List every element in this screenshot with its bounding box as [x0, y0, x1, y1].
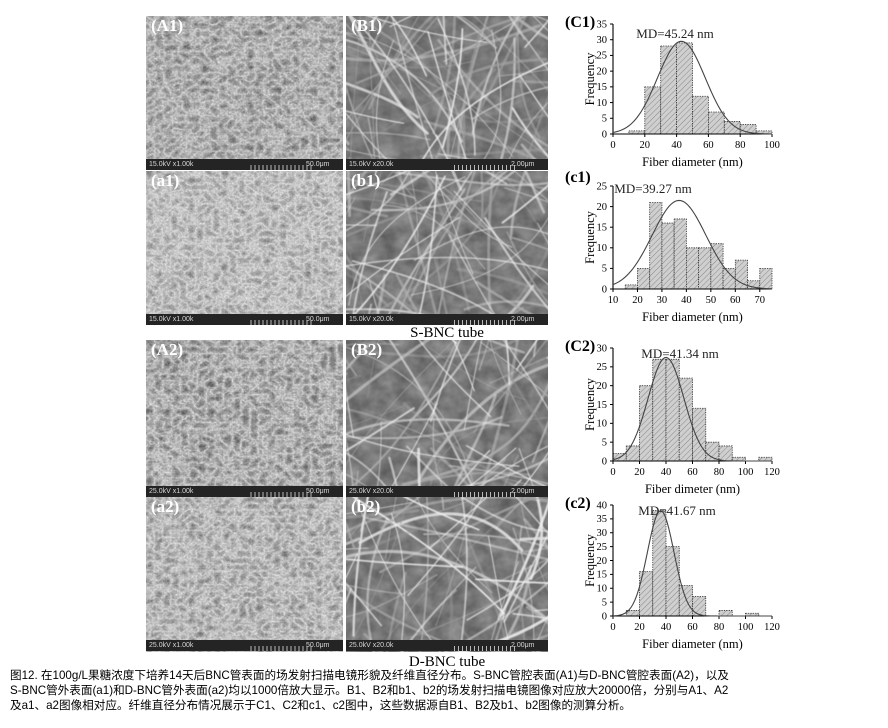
- svg-text:40: 40: [671, 140, 682, 151]
- svg-text:30: 30: [597, 35, 608, 46]
- svg-text:0: 0: [610, 467, 615, 478]
- svg-text:25: 25: [597, 362, 608, 373]
- svg-text:40: 40: [597, 500, 608, 511]
- svg-text:5: 5: [602, 114, 607, 125]
- svg-text:5: 5: [602, 597, 607, 608]
- svg-text:10: 10: [608, 295, 619, 306]
- svg-text:0: 0: [602, 611, 607, 622]
- svg-text:80: 80: [714, 622, 725, 633]
- svg-text:0: 0: [602, 456, 607, 467]
- svg-text:60: 60: [687, 622, 698, 633]
- svg-text:25: 25: [597, 51, 608, 62]
- svg-text:70: 70: [755, 295, 766, 306]
- svg-text:0: 0: [610, 140, 615, 151]
- svg-text:10: 10: [597, 243, 608, 254]
- svg-text:100: 100: [738, 467, 754, 478]
- svg-text:MD=39.27 nm: MD=39.27 nm: [614, 181, 691, 196]
- svg-text:Frequency: Frequency: [583, 52, 597, 106]
- svg-text:15: 15: [597, 400, 608, 411]
- svg-text:30: 30: [597, 343, 608, 354]
- svg-text:10: 10: [597, 584, 608, 595]
- svg-text:MD=41.67 nm: MD=41.67 nm: [638, 503, 715, 518]
- svg-text:Frequency: Frequency: [583, 533, 597, 587]
- svg-text:100: 100: [764, 140, 780, 151]
- svg-text:20: 20: [597, 556, 608, 567]
- svg-text:5: 5: [602, 264, 607, 275]
- svg-text:120: 120: [764, 467, 780, 478]
- svg-text:40: 40: [661, 467, 672, 478]
- svg-text:5: 5: [602, 437, 607, 448]
- svg-text:20: 20: [632, 295, 643, 306]
- svg-text:10: 10: [597, 98, 608, 109]
- svg-text:0: 0: [602, 284, 607, 295]
- svg-text:Fiber diameter (nm): Fiber diameter (nm): [642, 155, 743, 169]
- svg-text:0: 0: [610, 622, 615, 633]
- svg-text:15: 15: [597, 82, 608, 93]
- svg-text:100: 100: [738, 622, 754, 633]
- svg-text:Fiber diameter (nm): Fiber diameter (nm): [642, 310, 743, 324]
- svg-text:30: 30: [657, 295, 668, 306]
- svg-text:35: 35: [597, 514, 608, 525]
- svg-text:Fiber dimeter (nm): Fiber dimeter (nm): [645, 482, 740, 496]
- svg-text:10: 10: [597, 419, 608, 430]
- svg-text:50: 50: [706, 295, 717, 306]
- svg-text:35: 35: [597, 19, 608, 30]
- svg-text:MD=45.24 nm: MD=45.24 nm: [636, 26, 713, 41]
- svg-text:20: 20: [597, 202, 608, 213]
- svg-text:20: 20: [634, 622, 645, 633]
- svg-text:15: 15: [597, 570, 608, 581]
- svg-text:60: 60: [730, 295, 741, 306]
- svg-text:MD=41.34 nm: MD=41.34 nm: [641, 346, 718, 361]
- svg-text:20: 20: [634, 467, 645, 478]
- svg-text:0: 0: [602, 129, 607, 140]
- svg-text:40: 40: [661, 622, 672, 633]
- svg-text:Fiber diameter (nm): Fiber diameter (nm): [642, 637, 743, 651]
- svg-text:60: 60: [703, 140, 714, 151]
- svg-text:25: 25: [597, 181, 608, 192]
- svg-text:60: 60: [687, 467, 698, 478]
- svg-text:80: 80: [735, 140, 746, 151]
- svg-text:Frequency: Frequency: [583, 210, 597, 264]
- svg-text:15: 15: [597, 223, 608, 234]
- svg-text:80: 80: [714, 467, 725, 478]
- svg-text:20: 20: [640, 140, 651, 151]
- svg-text:20: 20: [597, 381, 608, 392]
- svg-text:20: 20: [597, 66, 608, 77]
- svg-text:30: 30: [597, 528, 608, 539]
- svg-text:25: 25: [597, 542, 608, 553]
- svg-text:40: 40: [681, 295, 692, 306]
- svg-text:Frequency: Frequency: [583, 377, 597, 431]
- svg-text:120: 120: [764, 622, 780, 633]
